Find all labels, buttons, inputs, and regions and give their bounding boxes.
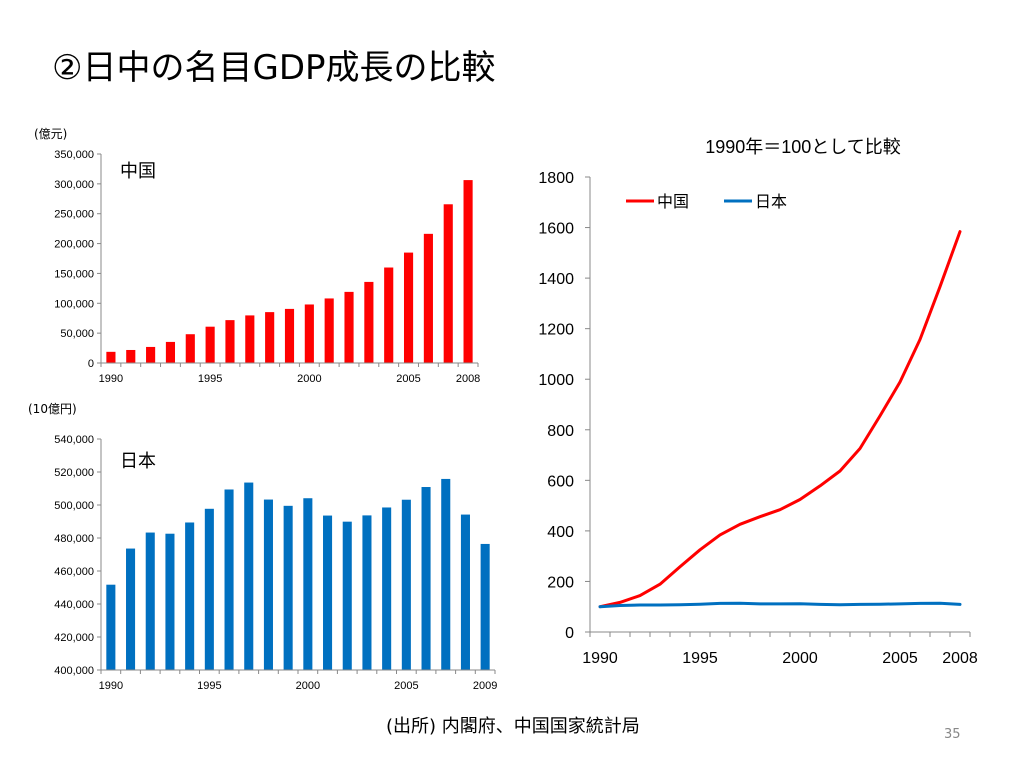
china-ytick-label: 0 — [88, 358, 94, 370]
china-bar — [463, 180, 473, 363]
china-bar — [185, 334, 195, 363]
china-ytick-label: 350,000 — [54, 149, 94, 161]
china-bar — [126, 349, 136, 363]
china-xtick-label: 2000 — [297, 373, 321, 385]
china-bar — [443, 204, 453, 363]
japan-bar — [126, 548, 136, 670]
china-xtick-label: 1995 — [198, 373, 222, 385]
japan-xtick-label: 2005 — [394, 680, 418, 692]
china-bar — [265, 312, 275, 363]
japan-bar — [263, 499, 273, 670]
china-bar — [304, 304, 314, 363]
index-xtick-label: 2005 — [882, 650, 918, 667]
index-ytick-label: 1600 — [538, 221, 574, 238]
china-xtick-label: 2005 — [396, 373, 420, 385]
japan-bar — [204, 508, 214, 670]
china-bar — [364, 281, 374, 363]
legend-label: 中国 — [657, 193, 689, 211]
china-xtick-label: 2008 — [456, 373, 480, 385]
china-ytick-label: 200,000 — [54, 239, 94, 251]
index-ytick-label: 1400 — [538, 271, 574, 288]
china-bar — [324, 298, 334, 363]
page-number: 35 — [944, 727, 961, 742]
japan-xtick-label: 1995 — [197, 680, 221, 692]
japan-ytick-label: 440,000 — [54, 599, 94, 611]
china-ytick-label: 250,000 — [54, 209, 94, 221]
japan-bar — [441, 478, 451, 670]
japan-xtick-label: 2000 — [296, 680, 320, 692]
series-line-china — [598, 230, 962, 609]
index-xtick-label: 2008 — [942, 650, 978, 667]
index-xtick-label: 1990 — [582, 650, 618, 667]
japan-unit-label: (10億円) — [28, 402, 77, 416]
japan-ytick-label: 400,000 — [54, 665, 94, 677]
china-bar — [245, 315, 255, 363]
japan-bar — [244, 482, 254, 670]
japan-bar — [382, 507, 392, 670]
page-title: ②日中の名目GDP成長の比較 — [52, 48, 496, 88]
index-ytick-label: 400 — [547, 524, 574, 541]
index-chart-title: 1990年＝100として比較 — [705, 137, 901, 157]
japan-ytick-label: 500,000 — [54, 500, 94, 512]
china-bar — [344, 291, 354, 363]
japan-ytick-label: 480,000 — [54, 533, 94, 545]
china-bar — [225, 320, 235, 363]
china-ytick-label: 50,000 — [60, 328, 94, 340]
japan-bar — [323, 515, 333, 670]
japan-ytick-label: 460,000 — [54, 566, 94, 578]
index-ytick-label: 200 — [547, 574, 574, 591]
japan-bar — [480, 543, 490, 670]
china-ytick-label: 100,000 — [54, 298, 94, 310]
china-bar — [146, 346, 156, 363]
china-bar — [384, 267, 394, 363]
index-xtick-label: 2000 — [782, 650, 818, 667]
japan-series-label: 日本 — [120, 451, 156, 471]
japan-ytick-label: 540,000 — [54, 434, 94, 446]
china-bar — [205, 326, 215, 363]
china-bar — [106, 351, 116, 363]
series-line-japan — [598, 601, 962, 609]
index-ytick-label: 1200 — [538, 322, 574, 339]
japan-bar — [303, 498, 313, 670]
index-ytick-label: 1000 — [538, 372, 574, 389]
china-series-label: 中国 — [120, 161, 156, 181]
index-ytick-label: 600 — [547, 473, 574, 490]
china-ytick-label: 150,000 — [54, 268, 94, 280]
china-bar — [423, 233, 433, 363]
index-xtick-label: 1995 — [682, 650, 718, 667]
china-bar — [403, 252, 414, 363]
japan-ytick-label: 420,000 — [54, 632, 94, 644]
japan-ytick-label: 520,000 — [54, 467, 94, 479]
japan-xtick-label: 1990 — [99, 680, 123, 692]
index-ytick-label: 800 — [547, 423, 574, 440]
japan-bar — [362, 515, 372, 670]
china-xtick-label: 1990 — [99, 373, 123, 385]
japan-bar — [165, 533, 175, 670]
index-ytick-label: 1800 — [538, 170, 574, 187]
china-ytick-label: 300,000 — [54, 179, 94, 191]
japan-bar — [283, 505, 293, 670]
index-ytick-label: 0 — [565, 625, 574, 642]
source-note: (出所) 内閣府、中国国家統計局 — [386, 716, 640, 737]
japan-bar — [185, 522, 195, 670]
japan-bar — [401, 499, 411, 670]
japan-xtick-label: 2009 — [473, 680, 497, 692]
japan-bar — [224, 489, 234, 670]
japan-bar — [106, 584, 116, 670]
japan-bar — [460, 514, 470, 670]
china-unit-label: (億元) — [34, 127, 68, 141]
legend-label: 日本 — [755, 193, 787, 211]
japan-bar — [342, 521, 352, 670]
china-bar — [165, 341, 176, 363]
japan-bar — [421, 487, 431, 670]
china-bar — [284, 308, 295, 363]
japan-bar — [145, 532, 155, 670]
